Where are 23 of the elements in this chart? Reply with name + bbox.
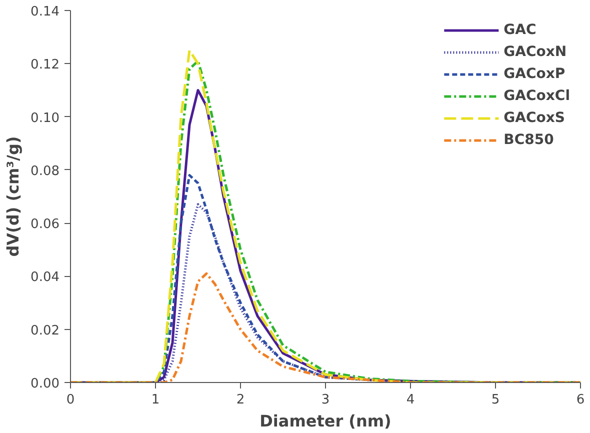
y-tick-label: 0.12 [30,58,60,73]
x-axis-title: Diameter (nm) [260,412,392,430]
legend-label: GAC [504,22,536,38]
legend-label: GACoxCl [504,88,570,104]
y-tick-label: 0.00 [30,376,60,392]
y-axis-title: dV(d) (cm³/g) [4,136,23,257]
x-tick-label: 4 [406,392,415,408]
x-tick-label: 1 [151,392,160,408]
x-tick-label: 5 [491,392,500,408]
y-tick-label: 0.10 [30,110,60,126]
y-tick-label: 0.14 [30,4,60,20]
legend-label: GACoxS [504,110,566,126]
x-tick-label: 2 [236,392,245,408]
x-tick-label: 3 [321,392,330,408]
y-tick-label: 0.02 [30,323,60,338]
y-tick-label: 0.06 [30,217,60,232]
y-tick-label: 0.08 [30,164,60,179]
legend-label: GACoxN [504,44,567,60]
y-tick-label: 0.04 [30,270,60,286]
x-tick-label: 0 [66,392,75,408]
legend-label: GACoxP [504,66,566,82]
legend-label: BC850 [504,132,554,148]
x-tick-label: 6 [576,392,585,408]
